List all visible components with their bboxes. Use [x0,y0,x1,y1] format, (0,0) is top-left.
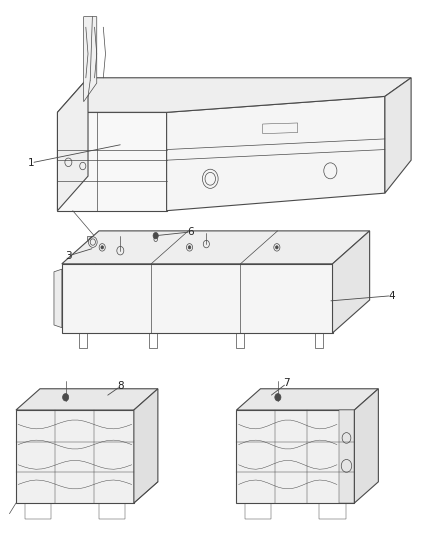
Polygon shape [237,410,354,503]
Polygon shape [166,96,385,211]
Bar [245,503,272,519]
Polygon shape [237,389,378,410]
Polygon shape [134,389,158,503]
Text: 7: 7 [283,378,290,389]
Bar [132,87,145,94]
Polygon shape [62,231,370,264]
Bar [149,333,157,348]
Bar [325,165,336,177]
Bar [25,503,51,519]
Bar [315,333,323,348]
Text: 3: 3 [65,251,72,261]
Bar [61,161,69,171]
Bar [219,83,230,88]
Bar [66,274,145,328]
Bar [245,274,306,328]
Circle shape [153,232,158,239]
Circle shape [276,246,278,249]
Bar [232,121,240,133]
Bar [155,280,208,322]
Text: 8: 8 [117,381,124,391]
Polygon shape [339,410,354,503]
Polygon shape [332,231,370,333]
Polygon shape [16,410,134,503]
Polygon shape [54,269,62,328]
Polygon shape [354,389,378,503]
Polygon shape [16,389,158,410]
Bar [319,503,346,519]
Bar [306,79,315,84]
Polygon shape [62,264,332,333]
Polygon shape [57,78,411,112]
Bar [341,123,346,130]
Text: 1: 1 [28,158,35,168]
Polygon shape [84,17,97,102]
Text: 4: 4 [388,290,395,301]
Bar [193,118,217,131]
Bar [99,503,125,519]
Text: 6: 6 [187,227,194,237]
Bar [315,120,327,131]
Circle shape [188,246,191,249]
Circle shape [101,246,103,249]
Polygon shape [57,78,88,211]
Circle shape [275,393,281,401]
Polygon shape [87,236,99,248]
Bar [197,165,223,192]
Bar [237,333,244,348]
Bar [61,154,76,171]
Bar [79,333,87,348]
Bar [78,161,87,171]
Circle shape [63,393,69,401]
Bar [250,170,268,194]
Polygon shape [385,78,411,193]
Polygon shape [57,112,166,211]
